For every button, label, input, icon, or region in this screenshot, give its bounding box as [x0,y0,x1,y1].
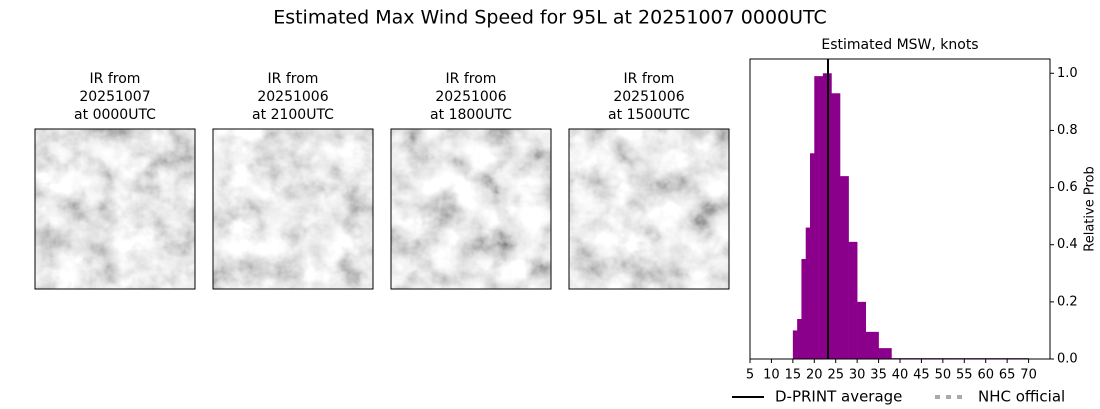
bar [840,176,845,359]
bar [822,73,828,360]
panel-label: 20251006 [613,89,684,105]
x-tick-label: 10 [763,368,780,383]
legend-label: D-PRINT average [775,388,902,406]
x-tick-label: 30 [849,368,866,383]
panel-label: at 0000UTC [74,107,156,123]
bar [874,331,879,359]
x-tick-label: 50 [935,368,952,383]
x-tick-label: 45 [913,368,930,383]
ir-image [35,129,195,289]
y-tick-label: 0.4 [1057,237,1078,252]
panel-label: 20251006 [435,89,506,105]
panel-label: at 1500UTC [608,107,690,123]
bar [870,331,875,359]
bar [878,348,884,359]
x-tick-label: 40 [892,368,909,383]
bar [865,331,871,359]
panel-frame [390,128,552,290]
chart-title: Estimated MSW, knots [821,37,978,53]
bar [792,330,798,359]
bar [848,241,854,359]
x-tick-label: 35 [870,368,887,383]
ir-image [391,129,551,289]
bar [797,319,802,359]
panel-frame [568,128,730,290]
bar [810,153,815,359]
panel-label: IR from [90,71,141,87]
x-tick-label: 65 [999,368,1016,383]
ir-image [569,129,729,289]
bar [852,241,858,359]
x-tick-label: 55 [956,368,973,383]
bar [835,93,841,360]
ir-image [213,129,373,289]
plot-frame [749,58,1051,360]
panel-label: at 2100UTC [252,107,334,123]
bar [882,348,888,359]
panel-label: 20251007 [79,89,150,105]
x-tick-label: 5 [746,368,754,383]
y-axis-label: Relative Prob [1083,166,1098,251]
bar [805,227,811,359]
bar [831,93,837,360]
y-tick-label: 0.2 [1057,294,1078,309]
bar [844,176,849,359]
bar [857,301,862,359]
x-tick-label: 70 [1020,368,1037,383]
panel-label: IR from [446,71,497,87]
bar [814,76,819,360]
bar [887,348,892,359]
panel-frame [212,128,374,290]
y-tick-label: 0.8 [1057,123,1078,138]
x-tick-label: 60 [977,368,994,383]
legend-label: NHC official [978,388,1065,406]
bar [827,73,832,360]
y-tick-label: 0.0 [1057,352,1078,367]
x-tick-label: 25 [827,368,844,383]
bar [818,76,824,360]
x-tick-label: 20 [806,368,823,383]
panel-label: IR from [624,71,675,87]
panel-frame [34,128,196,290]
panel-label: at 1800UTC [430,107,512,123]
panel-label: 20251006 [257,89,328,105]
y-tick-label: 1.0 [1057,66,1078,81]
y-tick-label: 0.6 [1057,180,1078,195]
panel-label: IR from [268,71,319,87]
figure-title: Estimated Max Wind Speed for 95L at 2025… [273,7,827,29]
bar [861,301,867,359]
x-tick-label: 15 [785,368,802,383]
bar [801,259,807,359]
